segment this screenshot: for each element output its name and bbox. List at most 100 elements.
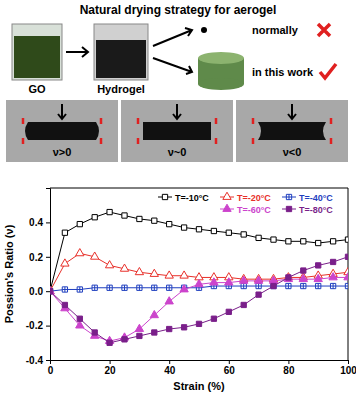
tick-mark [46,326,50,327]
marker-cross [167,285,172,290]
marker-shape [181,225,186,230]
data-point [271,283,276,288]
marker-shape [167,221,172,226]
marker-cross [286,194,291,199]
data-point [167,285,172,290]
data-point [330,283,335,288]
data-point [181,225,186,230]
marker-shape [180,271,188,278]
marker-shape [286,206,291,211]
chart: 020406080100-0.4-0.20.00.20.4Strain (%)P… [3,188,356,392]
marker-shape [92,285,97,290]
cross-icon [318,24,330,36]
plot-frame [50,188,348,360]
tick-label: 0.2 [29,251,43,262]
data-point [284,274,292,281]
data-point [225,278,233,285]
marker-cross [50,289,53,294]
marker-shape [316,240,321,245]
data-point [165,297,173,304]
marker-shape [152,330,157,335]
data-point [77,287,82,292]
check-icon [320,64,336,78]
marker-shape [223,204,231,211]
legend-label: T=-60°C [237,205,271,215]
data-point [152,218,157,223]
tick: 80 [283,360,295,376]
data-point [195,280,203,287]
marker-shape [61,259,69,266]
tick-mark [169,360,170,364]
legend-marker [162,194,167,199]
marker-shape [105,261,113,268]
marker-shape [196,321,201,326]
beaker [12,24,62,80]
marker-shape [286,283,291,288]
tick: 0.4 [29,217,50,228]
data-point [77,316,82,321]
data-point [50,286,54,293]
marker-cross [137,285,142,290]
tick-mark [229,360,230,364]
data-point [107,285,112,290]
marker-cross [107,285,112,290]
marker-shape [225,278,233,285]
marker-shape [345,254,348,259]
data-point [135,324,143,331]
marker-shape [50,286,54,293]
data-point [256,235,261,240]
data-point [316,283,321,288]
edge-marker [137,118,140,144]
panel-label: ν>0 [53,146,72,158]
marker-shape [50,289,53,294]
tick: 60 [224,360,236,376]
marker-shape [329,273,337,280]
marker-shape [210,278,218,285]
data-point [92,285,97,290]
y-axis: -0.4-0.20.00.20.4 [26,189,51,366]
marker-shape [120,264,128,271]
data-point [301,268,306,273]
marker-shape [107,340,112,345]
data-point [286,283,291,288]
marker-shape [271,283,276,288]
data-point [211,228,216,233]
marker-shape [330,239,335,244]
data-point [181,325,186,330]
marker-shape [344,273,348,280]
marker-shape [50,286,54,293]
series-line [50,212,348,291]
data-point [137,333,142,338]
marker-shape [62,230,67,235]
data-point [50,289,53,294]
edge-marker [100,118,103,144]
marker-shape [254,276,262,283]
data-point [345,254,348,259]
marker-shape [77,221,82,226]
marker-shape [299,274,307,281]
legend-label: T=-40°C [299,193,333,203]
legend-item: T=-20°C [220,192,271,202]
beaker-liquid [14,36,60,78]
collapsed-gel [201,27,207,33]
data-point [92,330,97,335]
data-point [50,289,53,294]
data-point [62,287,67,292]
data-point [150,310,158,317]
data-point [62,302,67,307]
data-point [241,302,246,307]
stage-label: Hydrogel [97,83,145,95]
data-point [180,285,188,292]
data-point [120,264,128,271]
panel: ν~0 [121,100,233,162]
tick-label: 100 [340,365,356,376]
marker-shape [162,194,167,199]
panel-bg [236,100,348,162]
data-point [62,230,67,235]
data-point [77,221,82,226]
marker-shape [195,280,203,287]
edge-marker [252,118,255,144]
marker-shape [50,289,53,294]
data-point [299,274,307,281]
tick-label: 0.0 [29,286,43,297]
